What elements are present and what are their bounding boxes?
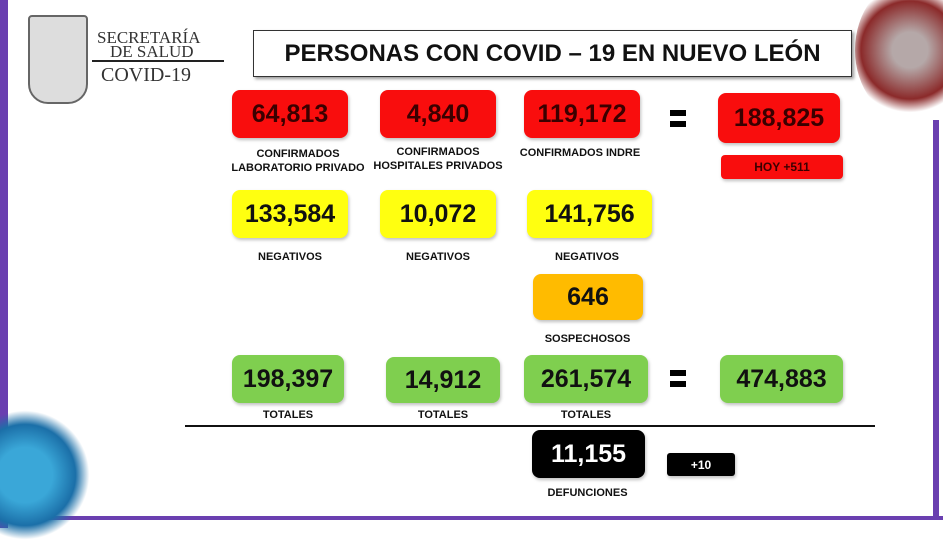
negatives-private-hospitals-value: 10,072 [380, 190, 496, 238]
confirmed-total-value: 188,825 [718, 93, 840, 143]
total-private-lab-value: 198,397 [232, 355, 344, 403]
total-indre-value: 261,574 [524, 355, 648, 403]
totals-label: TOTALES [560, 409, 612, 421]
total-private-hospitals-value: 14,912 [386, 357, 500, 403]
deaths-today-badge: +10 [667, 453, 735, 476]
deaths-value: 11,155 [532, 430, 645, 478]
bottom-border [0, 516, 943, 520]
logo-divider [92, 60, 224, 62]
deaths-label: DEFUNCIONES [547, 487, 628, 499]
confirmed-indre-label: CONFIRMADOS INDRE [519, 147, 641, 159]
confirmed-private-hospitals-value: 4,840 [380, 90, 496, 138]
divider-line [185, 425, 875, 427]
suspects-value: 646 [533, 274, 643, 320]
confirmed-private-hospitals-label: CONFIRMADOS HOSPITALES PRIVADOS [373, 146, 503, 172]
equals-icon [670, 110, 686, 116]
equals-icon-bar [670, 381, 686, 387]
equals-icon [670, 370, 686, 376]
confirmed-private-lab-value: 64,813 [232, 90, 348, 138]
negatives-label: NEGATIVOS [406, 251, 470, 263]
negatives-private-lab-value: 133,584 [232, 190, 348, 238]
negatives-label: NEGATIVOS [555, 251, 619, 263]
negatives-label: NEGATIVOS [258, 251, 322, 263]
confirmed-private-lab-label: CONFIRMADOS LABORATORIO PRIVADO [231, 148, 365, 174]
left-border [0, 0, 8, 528]
negatives-indre-value: 141,756 [527, 190, 652, 238]
suspects-label: SOSPECHOSOS [544, 333, 631, 345]
grand-total-value: 474,883 [720, 355, 843, 403]
page-title: PERSONAS CON COVID – 19 EN NUEVO LEÓN [253, 30, 852, 77]
virus-image-top-right [855, 0, 943, 120]
totals-label: TOTALES [417, 409, 469, 421]
coat-of-arms-icon [28, 15, 88, 104]
org-name-2: DE SALUD [110, 42, 194, 61]
confirmed-today-badge: HOY +511 [721, 155, 843, 179]
virus-image-bottom-left [0, 410, 90, 540]
confirmed-indre-value: 119,172 [524, 90, 640, 138]
org-name-3: COVID-19 [101, 64, 191, 86]
right-border [933, 120, 939, 520]
equals-icon-bar [670, 121, 686, 127]
totals-label: TOTALES [262, 409, 314, 421]
org-name-1: SECRETARÍA [97, 28, 201, 47]
